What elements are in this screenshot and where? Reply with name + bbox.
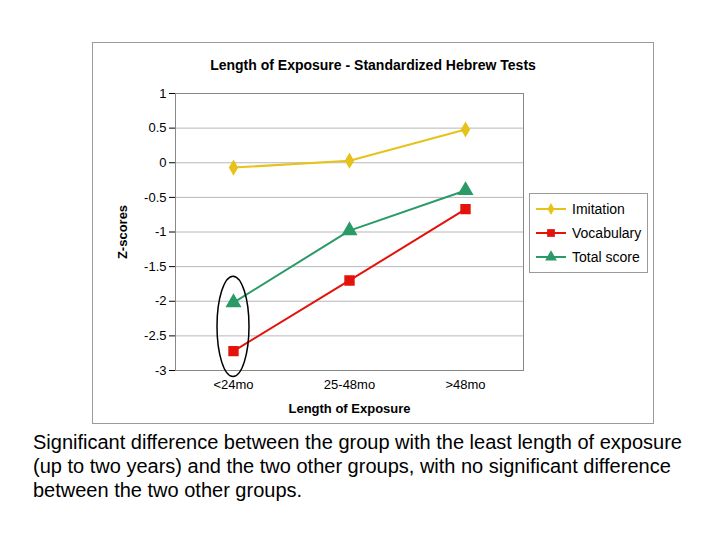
svg-text:-3: -3 xyxy=(155,363,167,378)
svg-text:>48mo: >48mo xyxy=(445,377,485,392)
svg-text:-0.5: -0.5 xyxy=(144,190,166,205)
svg-text:1: 1 xyxy=(159,86,166,101)
svg-text:-2: -2 xyxy=(155,293,167,308)
html-text:Vocabulary: Vocabulary xyxy=(572,225,642,241)
svg-text:<24mo: <24mo xyxy=(213,377,253,392)
svg-text:Length of Exposure: Length of Exposure xyxy=(288,401,410,416)
svg-text:-1: -1 xyxy=(155,224,167,239)
html-text:Significant difference between: Significant difference between the group… xyxy=(33,431,682,501)
svg-text:0.5: 0.5 xyxy=(148,120,166,135)
svg-text:25-48mo: 25-48mo xyxy=(324,377,375,392)
html-text:Total score: Total score xyxy=(572,249,640,265)
html-text:Imitation: Imitation xyxy=(572,201,625,217)
svg-text:-2.5: -2.5 xyxy=(144,328,166,343)
svg-text:0: 0 xyxy=(159,155,166,170)
svg-text:Z-scores: Z-scores xyxy=(115,205,130,259)
svg-text:-1.5: -1.5 xyxy=(144,259,166,274)
html-text:Length of Exposure - Standardi: Length of Exposure - Standardized Hebrew… xyxy=(210,57,536,73)
